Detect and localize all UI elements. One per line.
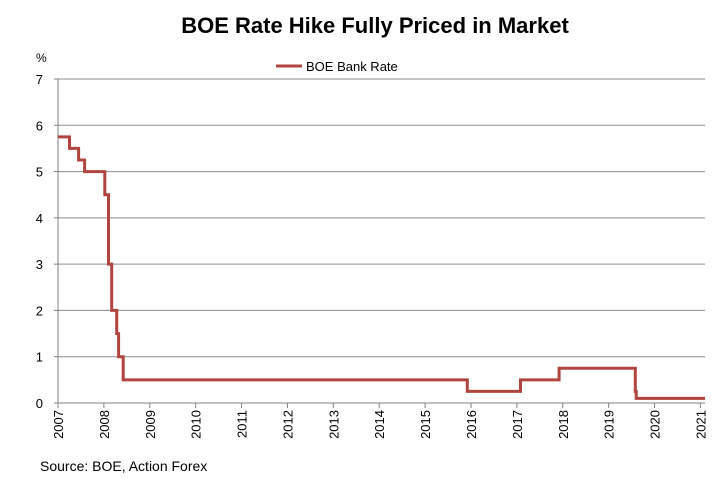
x-axis: 2007 2008 2009 2010 2011 2012 2013 2014 2015 2016… bbox=[51, 402, 708, 439]
x-tick-label-2016: 2016 bbox=[464, 410, 479, 439]
x-tick-label-2020: 2020 bbox=[648, 410, 663, 439]
x-tick-label-2018: 2018 bbox=[556, 410, 571, 439]
source-note: Source: BOE, Action Forex bbox=[40, 458, 207, 474]
x-tick-label-2010: 2010 bbox=[189, 410, 204, 439]
y-tick-label-7: 7 bbox=[36, 72, 43, 87]
series-line-0 bbox=[58, 135, 705, 400]
legend: BOE Bank Rate bbox=[276, 59, 398, 74]
x-tick-label-2011: 2011 bbox=[235, 410, 250, 438]
x-tick-label-2009: 2009 bbox=[143, 410, 158, 439]
x-tick-label-2019: 2019 bbox=[602, 410, 617, 439]
y-axis: 0 1 2 3 4 5 6 7 bbox=[36, 72, 59, 411]
y-tick-label-6: 6 bbox=[36, 118, 43, 133]
y-tick-label-5: 5 bbox=[36, 165, 43, 180]
legend-label: BOE Bank Rate bbox=[306, 59, 398, 74]
x-tick-label-2007: 2007 bbox=[51, 410, 66, 439]
y-tick-label-1: 1 bbox=[36, 350, 43, 365]
y-tick-label-2: 2 bbox=[36, 303, 43, 318]
y-axis-unit: % bbox=[36, 51, 47, 65]
x-tick-label-2021: 2021 bbox=[693, 410, 708, 439]
x-tick-label-2008: 2008 bbox=[97, 410, 112, 439]
x-tick-label-2013: 2013 bbox=[326, 410, 341, 439]
y-tick-label-4: 4 bbox=[36, 211, 43, 226]
x-tick-label-2014: 2014 bbox=[372, 410, 387, 439]
x-tick-label-2017: 2017 bbox=[510, 410, 525, 439]
y-tick-label-3: 3 bbox=[36, 257, 43, 272]
series-group bbox=[58, 135, 705, 400]
gridlines bbox=[58, 78, 705, 358]
x-tick-label-2015: 2015 bbox=[418, 410, 433, 439]
y-tick-label-0: 0 bbox=[36, 396, 43, 411]
x-tick-label-2012: 2012 bbox=[280, 410, 295, 439]
chart-title: BOE Rate Hike Fully Priced in Market bbox=[181, 13, 569, 38]
